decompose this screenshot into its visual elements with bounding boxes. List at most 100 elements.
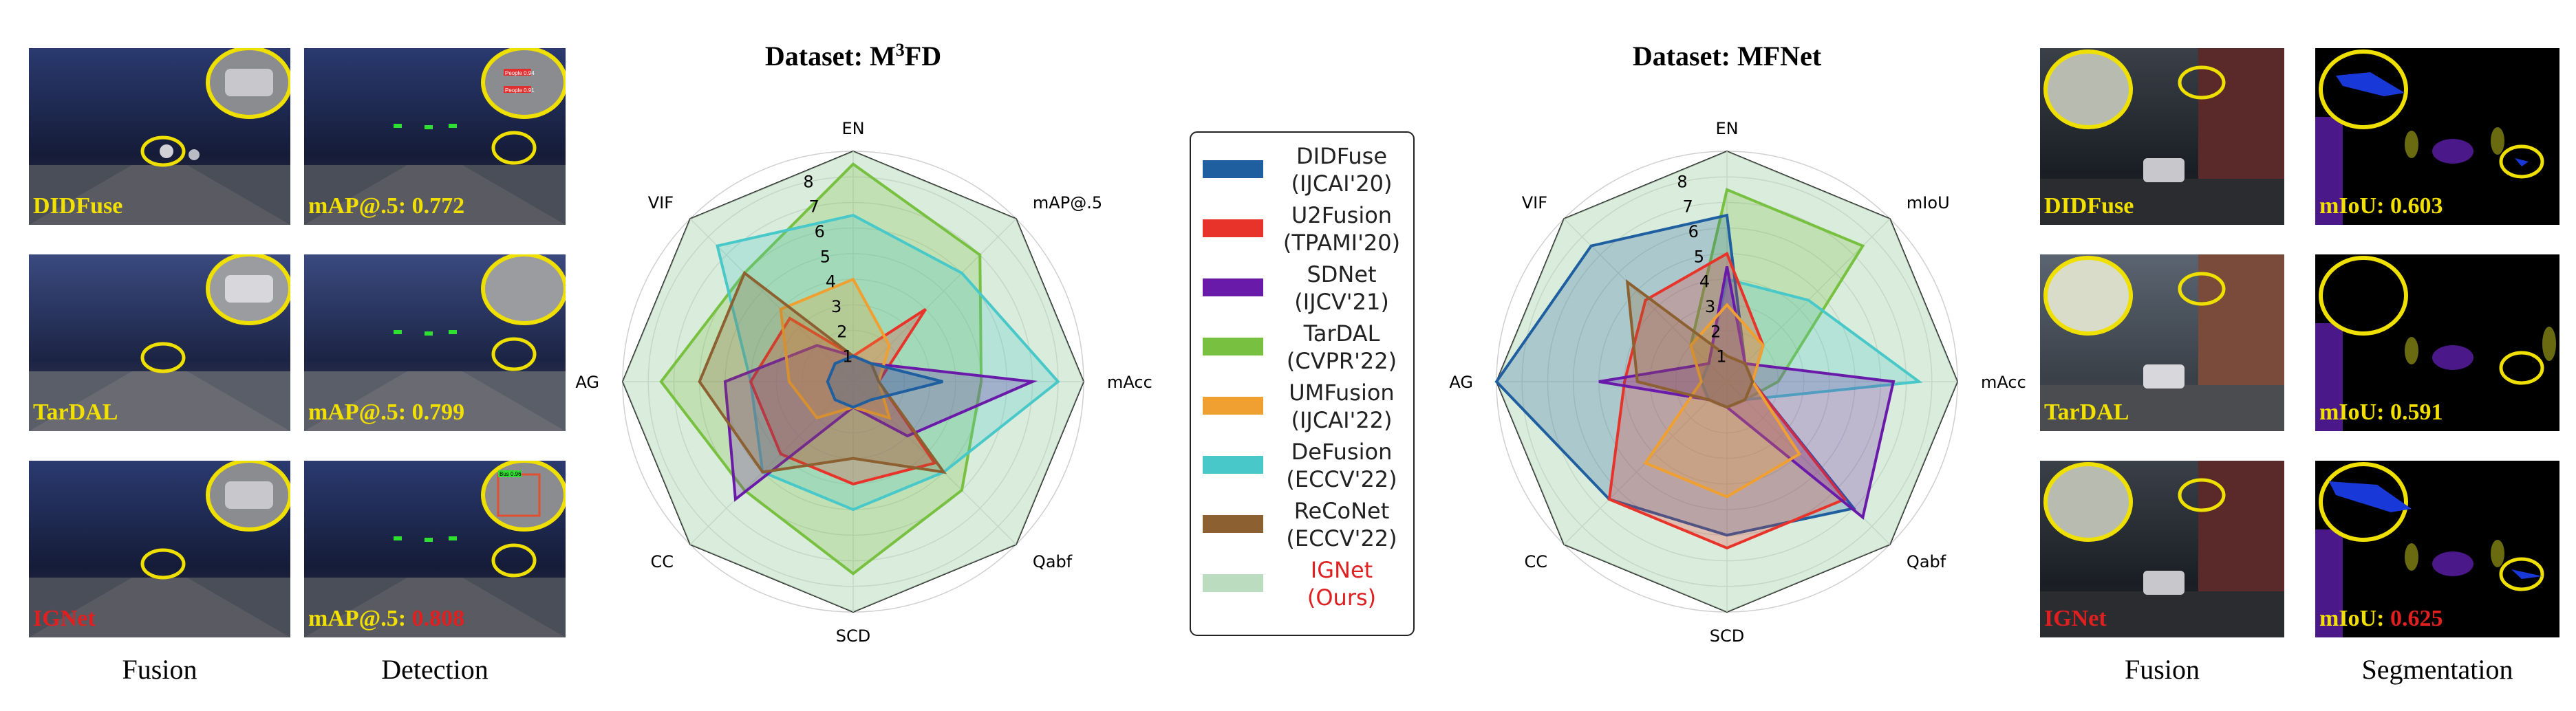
- legend-venue: (IJCAI'20): [1291, 171, 1392, 197]
- legend-method-name: DeFusion: [1291, 439, 1393, 465]
- metric-prefix: mIoU:: [2319, 193, 2390, 219]
- axis-label: SCD: [1710, 626, 1744, 646]
- metric-prefix: mIoU:: [2319, 606, 2390, 631]
- detection-scene-image: [304, 254, 566, 431]
- axis-label: CC: [1525, 552, 1548, 571]
- axis-label: CC: [651, 552, 674, 571]
- fusion-thumbnail: IGNet: [29, 461, 290, 637]
- legend-method-name: TarDAL: [1303, 320, 1380, 347]
- detection-metric-label: mAP@.5: 0.799: [308, 400, 464, 426]
- series-polygon-didfuse: [826, 354, 943, 409]
- series-polygon-defusion: [716, 213, 1060, 512]
- radial-tick-label: 1: [1716, 347, 1726, 367]
- axis-label: AG: [1449, 373, 1473, 392]
- legend-venue: (Ours): [1307, 584, 1376, 611]
- legend-method-name: DIDFuse: [1296, 143, 1387, 169]
- metric-value: 0.808: [411, 606, 465, 631]
- radial-tick-label: 7: [808, 197, 819, 217]
- segmentation-mask-image: [2315, 256, 2556, 431]
- axis-label: SCD: [836, 626, 870, 646]
- fusion-thumbnail: DIDFuse: [2040, 48, 2284, 225]
- metric-value: 0.799: [411, 400, 465, 425]
- chart-title: Dataset: MFNet: [1633, 41, 1822, 72]
- fusion-method-label: DIDFuse: [2044, 193, 2134, 219]
- legend-method-name: UMFusion: [1289, 380, 1394, 406]
- night-scene-image: [29, 48, 290, 225]
- radar-chart: Dataset: M3FD12345678ENmAP@.5mAccQabfSCD…: [575, 40, 1152, 646]
- radial-tick-label: 6: [815, 222, 825, 241]
- radial-tick-label: 8: [1677, 172, 1687, 191]
- legend-venue: (IJCAI'22): [1291, 407, 1392, 433]
- axis-label: VIF: [648, 193, 674, 212]
- radial-tick-label: 1: [842, 347, 852, 367]
- detection-box-label: People 0.91: [505, 87, 535, 94]
- legend-venue: (ECCV'22): [1286, 525, 1397, 551]
- axis-label: AG: [575, 373, 599, 392]
- legend: DIDFuse(IJCAI'20) U2Fusion(TPAMI'20) SDNet…: [1190, 131, 1415, 636]
- radial-tick-label: 5: [1694, 247, 1704, 266]
- series-polygon-reconet: [698, 270, 947, 474]
- legend-swatch-u2fusion: [1203, 219, 1263, 237]
- metric-prefix: mAP@.5:: [308, 606, 412, 631]
- legend-frame: [1190, 131, 1415, 636]
- detection-thumbnail: mAP@.5: 0.799: [304, 254, 566, 431]
- night-scene-image: [29, 461, 290, 637]
- radial-tick-label: 4: [1699, 272, 1710, 292]
- legend-venue: (IJCV'21): [1294, 289, 1389, 315]
- legend-swatch-didfuse: [1203, 160, 1263, 178]
- fusion-caption: Fusion: [122, 654, 197, 685]
- radial-tick-label: 2: [1710, 322, 1721, 341]
- segmentation-mask-image: [2315, 462, 2544, 637]
- detection-box-label: People 0.94: [505, 70, 535, 76]
- metric-value: 0.772: [411, 193, 465, 219]
- axis-label: EN: [1715, 119, 1738, 138]
- fusion-method-label: IGNet: [33, 606, 96, 631]
- axis-label: mAP@.5: [1033, 193, 1102, 212]
- segmentation-thumbnail: mIoU: 0.603: [2315, 48, 2559, 225]
- street-scene-image: [2040, 461, 2284, 637]
- legend-method-name: IGNet: [1311, 557, 1373, 583]
- legend-venue: (TPAMI'20): [1283, 230, 1400, 256]
- axis-label: VIF: [1522, 193, 1547, 212]
- segmentation-thumbnail: mIoU: 0.591: [2315, 254, 2559, 431]
- legend-swatch-umfusion: [1203, 397, 1263, 415]
- segmentation-mask-image: [2315, 50, 2544, 225]
- fusion-thumbnail: TarDAL: [29, 254, 290, 431]
- fusion-thumbnail: DIDFuse: [29, 48, 290, 225]
- segmentation-metric-label: mIoU: 0.603: [2319, 193, 2443, 219]
- fusion-thumbnail: IGNet: [2040, 461, 2284, 637]
- detection-scene-image: Bus 0.96: [304, 461, 566, 637]
- detection-thumbnail: People 0.94 People 0.91 mAP@.5: 0.772: [304, 48, 566, 225]
- legend-method-name: SDNet: [1307, 261, 1376, 287]
- detection-scene-image: People 0.94 People 0.91: [304, 48, 566, 225]
- axis-label: Qabf: [1033, 552, 1073, 571]
- metric-value: 0.625: [2390, 606, 2443, 631]
- title-prefix: Dataset: M: [765, 41, 896, 72]
- metric-prefix: mAP@.5:: [308, 193, 412, 219]
- segmentation-caption: Segmentation: [2361, 654, 2513, 685]
- title-superscript: 3: [896, 40, 905, 60]
- radial-tick-label: 4: [826, 272, 836, 292]
- segmentation-metric-label: mIoU: 0.625: [2319, 606, 2443, 632]
- legend-venue: (CVPR'22): [1287, 348, 1397, 374]
- night-scene-image: [29, 254, 290, 431]
- legend-swatch-defusion: [1203, 456, 1263, 474]
- legend-swatch-reconet: [1203, 515, 1263, 533]
- axis-label: Qabf: [1907, 552, 1946, 571]
- radial-tick-label: 6: [1688, 222, 1699, 241]
- metric-prefix: mIoU:: [2319, 400, 2390, 425]
- radial-tick-label: 7: [1682, 197, 1693, 217]
- metric-value: 0.591: [2390, 400, 2443, 425]
- legend-method-name: U2Fusion: [1291, 202, 1392, 228]
- series-polygon-reconet: [1625, 278, 1754, 409]
- fusion-method-label: TarDAL: [33, 400, 118, 425]
- radial-tick-label: 3: [1705, 297, 1715, 316]
- fusion-method-label: DIDFuse: [33, 193, 123, 219]
- legend-swatch-ignet: [1203, 574, 1263, 592]
- metric-value: 0.603: [2390, 193, 2443, 219]
- series-polygon-umfusion: [1643, 303, 1802, 499]
- segmentation-metric-label: mIoU: 0.591: [2319, 400, 2443, 426]
- axis-label: mAcc: [1107, 373, 1152, 392]
- fusion-thumbnail: TarDAL: [2040, 254, 2284, 431]
- legend-venue: (ECCV'22): [1286, 466, 1397, 492]
